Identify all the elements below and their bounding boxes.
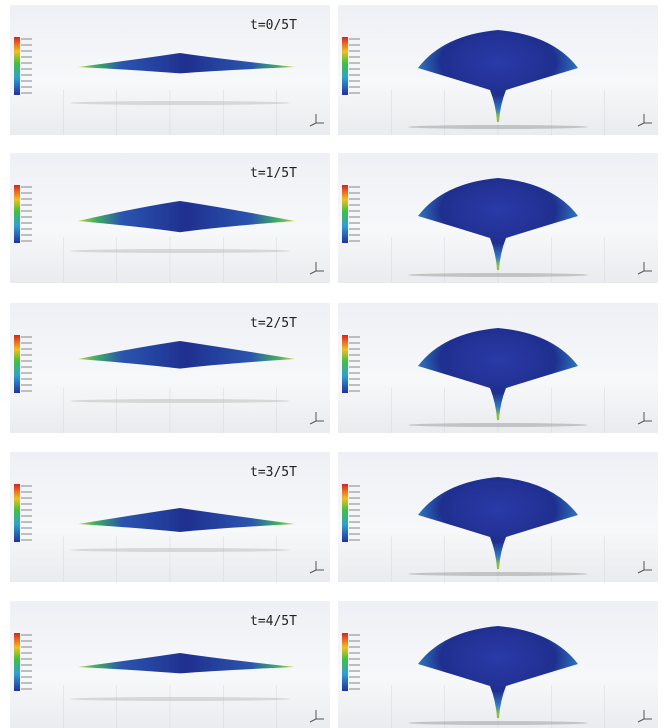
shadow xyxy=(70,101,290,105)
front-view-panel xyxy=(338,153,658,283)
side-view-panel: t=1/5T xyxy=(10,153,330,283)
time-label: t=3/5T xyxy=(250,465,297,480)
color-bar xyxy=(14,185,20,243)
front-view-panel xyxy=(338,5,658,135)
color-bar xyxy=(14,633,20,691)
time-label: t=1/5T xyxy=(250,166,297,181)
color-bar xyxy=(342,37,348,95)
shadow xyxy=(408,273,588,277)
shadow xyxy=(70,548,290,552)
color-bar xyxy=(342,484,348,542)
side-view-panel: t=3/5T xyxy=(10,452,330,582)
front-view-panel xyxy=(338,452,658,582)
side-view-panel: t=2/5T xyxy=(10,303,330,433)
color-bar xyxy=(342,633,348,691)
shadow xyxy=(408,721,588,725)
time-label: t=4/5T xyxy=(250,614,297,629)
panels: t=0/5T t=1/5T t=2/5T t=3/5T t=4/5T xyxy=(10,5,658,728)
time-label: t=2/5T xyxy=(250,316,297,331)
figure: t=0/5T t=1/5T t=2/5T t=3/5T t=4/5T xyxy=(0,0,664,728)
shadow xyxy=(408,423,588,427)
side-view-panel: t=4/5T xyxy=(10,601,330,728)
shadow xyxy=(70,249,290,253)
side-view-panel: t=0/5T xyxy=(10,5,330,135)
color-bar xyxy=(14,335,20,393)
shadow xyxy=(70,399,290,403)
color-bar xyxy=(342,335,348,393)
shadow xyxy=(408,572,588,576)
time-label: t=0/5T xyxy=(250,18,297,33)
front-view-panel xyxy=(338,303,658,433)
color-bar xyxy=(342,185,348,243)
color-bar xyxy=(14,37,20,95)
front-view-panel xyxy=(338,601,658,728)
shadow xyxy=(70,697,290,701)
shadow xyxy=(408,125,588,129)
color-bar xyxy=(14,484,20,542)
